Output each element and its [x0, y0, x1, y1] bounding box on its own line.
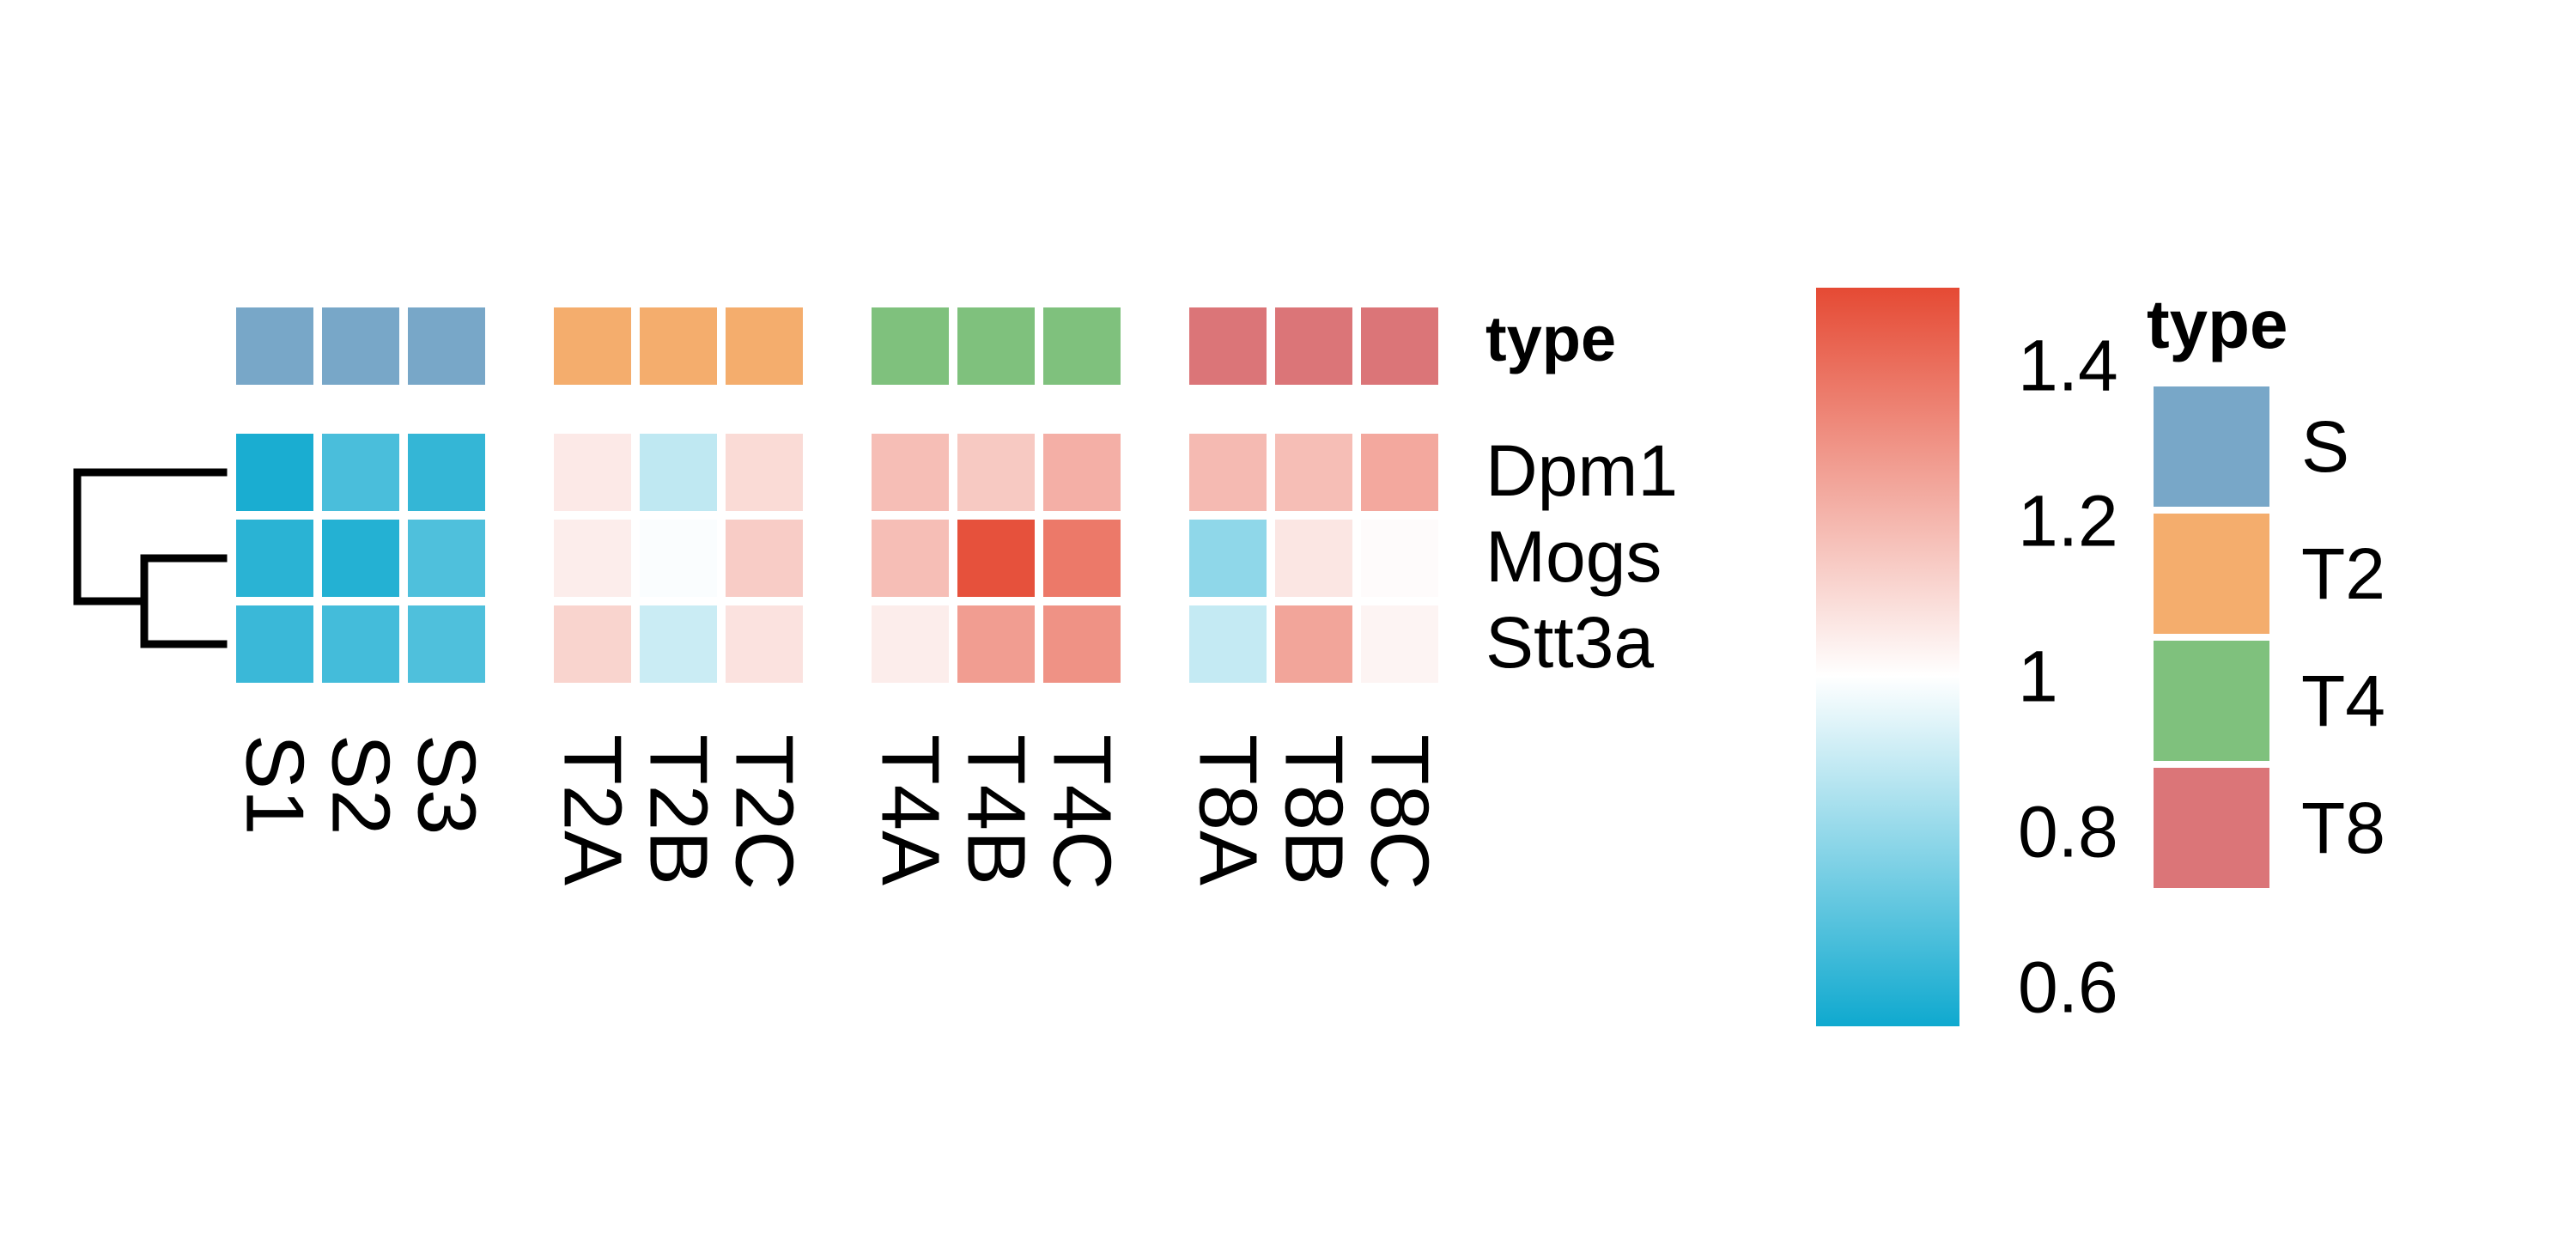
heatmap-cell-stt3a-t2c [726, 605, 803, 683]
annotation-cell-t8c [1361, 307, 1438, 385]
heatmap-cell-mogs-s1 [236, 520, 313, 597]
heatmap-cell-mogs-t8a [1189, 520, 1267, 597]
heatmap-cell-mogs-t4b [957, 520, 1035, 597]
dendrogram-branch-inner [140, 554, 228, 648]
type-legend-label-t2: T2 [2301, 533, 2385, 614]
heatmap-cell-dpm1-t8c [1361, 434, 1438, 511]
heatmap-cells [236, 434, 1438, 683]
heatmap-cell-mogs-t2a [554, 520, 631, 597]
heatmap-cell-stt3a-s2 [322, 605, 399, 683]
heatmap-cell-dpm1-t2b [640, 434, 717, 511]
heatmap-cell-mogs-s3 [408, 520, 485, 597]
heatmap-cell-stt3a-t2b [640, 605, 717, 683]
heatmap-cell-stt3a-t8c [1361, 605, 1438, 683]
color-scale-tick-1-4: 1.4 [2018, 325, 2118, 406]
heatmap-cell-mogs-s2 [322, 520, 399, 597]
column-label-s1: S1 [229, 734, 321, 835]
heatmap-cell-mogs-t2c [726, 520, 803, 597]
annotation-cell-t2b [640, 307, 717, 385]
heatmap-cell-stt3a-t8a [1189, 605, 1267, 683]
heatmap-cell-dpm1-t4b [957, 434, 1035, 511]
annotation-cell-t8b [1275, 307, 1352, 385]
heatmap-cell-dpm1-t2a [554, 434, 631, 511]
type-legend-swatch-t2 [2154, 514, 2269, 634]
type-legend-label-s: S [2301, 406, 2349, 487]
heatmap-cell-stt3a-s3 [408, 605, 485, 683]
color-scale-bar [1816, 288, 1959, 1026]
annotation-label: type [1485, 303, 1616, 374]
heatmap-cell-mogs-t8b [1275, 520, 1352, 597]
heatmap-cell-stt3a-t4a [872, 605, 949, 683]
heatmap-cell-dpm1-t4c [1043, 434, 1121, 511]
color-scale-tick-1-2: 1.2 [2018, 481, 2118, 562]
heatmap-cell-stt3a-t2a [554, 605, 631, 683]
annotation-cell-t2a [554, 307, 631, 385]
annotation-cell-t4a [872, 307, 949, 385]
type-legend-label-t8: T8 [2301, 788, 2385, 868]
column-label-t2b: T2B [633, 734, 725, 885]
type-legend-swatch-t4 [2154, 641, 2269, 761]
heatmap-cell-stt3a-t8b [1275, 605, 1352, 683]
column-label-t8a: T8A [1182, 734, 1274, 885]
column-label-t2c: T2C [719, 734, 811, 890]
row-label-stt3a: Stt3a [1485, 602, 1654, 683]
heatmap-cell-dpm1-t4a [872, 434, 949, 511]
heatmap-cell-stt3a-t4c [1043, 605, 1121, 683]
annotation-bar: type [236, 303, 1616, 385]
column-label-t4b: T4B [951, 734, 1042, 885]
annotation-cell-t4b [957, 307, 1035, 385]
row-label-dpm1: Dpm1 [1485, 430, 1678, 511]
annotation-cell-t8a [1189, 307, 1267, 385]
heatmap-cell-stt3a-t4b [957, 605, 1035, 683]
heatmap-cell-dpm1-t8b [1275, 434, 1352, 511]
column-label-t8c: T8C [1354, 734, 1446, 890]
annotation-cell-t4c [1043, 307, 1121, 385]
color-scale-tick-1: 1 [2018, 636, 2058, 717]
color-scale-tick-0-6: 0.6 [2018, 947, 2118, 1028]
heatmap-cell-dpm1-s2 [322, 434, 399, 511]
dendrogram-branch-outer [73, 468, 228, 605]
column-label-t2a: T2A [547, 734, 639, 885]
color-scale-legend: 1.4 1.2 1 0.8 0.6 [1816, 288, 2118, 1028]
column-label-s3: S3 [401, 734, 493, 835]
heatmap-cell-dpm1-s3 [408, 434, 485, 511]
color-scale-tick-0-8: 0.8 [2018, 792, 2118, 873]
annotation-cell-t2c [726, 307, 803, 385]
heatmap-cell-dpm1-s1 [236, 434, 313, 511]
heatmap-cell-mogs-t4a [872, 520, 949, 597]
heatmap-cell-mogs-t8c [1361, 520, 1438, 597]
heatmap-cell-dpm1-t2c [726, 434, 803, 511]
type-legend-label-t4: T4 [2301, 660, 2385, 741]
heatmap-cell-mogs-t2b [640, 520, 717, 597]
column-label-t4c: T4C [1036, 734, 1128, 890]
heatmap-cell-stt3a-s1 [236, 605, 313, 683]
heatmap-cell-mogs-t4c [1043, 520, 1121, 597]
heatmap-cell-dpm1-t8a [1189, 434, 1267, 511]
annotation-cell-s2 [322, 307, 399, 385]
column-label-t8b: T8B [1268, 734, 1360, 885]
row-label-mogs: Mogs [1485, 516, 1662, 597]
column-label-t4a: T4A [865, 734, 957, 885]
annotation-cell-s3 [408, 307, 485, 385]
type-legend-title: type [2147, 286, 2288, 362]
type-legend-swatch-s [2154, 386, 2269, 507]
column-label-s2: S2 [315, 734, 407, 835]
type-legend-swatch-t8 [2154, 768, 2269, 888]
row-dendrogram [73, 468, 228, 648]
annotation-cell-s1 [236, 307, 313, 385]
